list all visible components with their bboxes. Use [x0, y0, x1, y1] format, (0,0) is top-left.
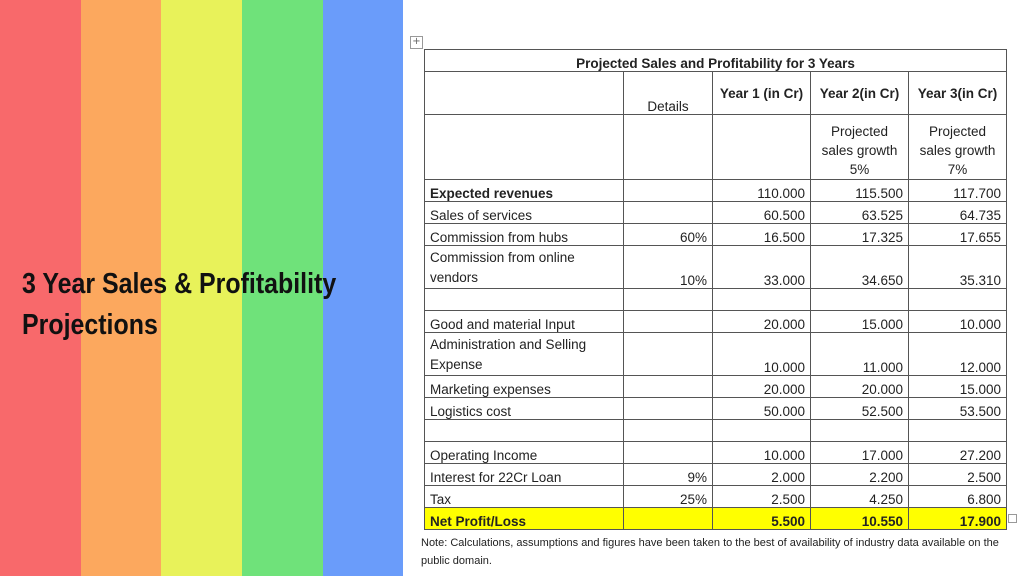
table-row: Commission from online vendors 10% 33.00… [424, 245, 1007, 289]
table-move-handle-icon[interactable]: + [410, 36, 423, 49]
row-year-3: 35.310 [908, 245, 1007, 289]
row-year-2: 17.325 [810, 223, 909, 246]
row-label: Net Profit/Loss [424, 507, 624, 530]
row-year-1: 110.000 [712, 179, 811, 202]
row-year-3: 117.700 [908, 179, 1007, 202]
table-row: Administration and Selling Expense 10.00… [424, 332, 1007, 376]
row-year-1: 33.000 [712, 245, 811, 289]
row-label: Interest for 22Cr Loan [424, 463, 624, 486]
row-details [623, 179, 713, 202]
table-title: Projected Sales and Profitability for 3 … [424, 49, 1007, 72]
row-details [623, 441, 713, 464]
row-year-2: 2.200 [810, 463, 909, 486]
growth-year-3: Projected sales growth 7% [908, 114, 1007, 180]
stripe-green [242, 0, 323, 576]
row-label: Expected revenues [424, 179, 624, 202]
stripe-blue [323, 0, 403, 576]
row-year-2: 34.650 [810, 245, 909, 289]
table-row: Interest for 22Cr Loan 9% 2.000 2.200 2.… [424, 463, 1007, 486]
footnote: Note: Calculations, assumptions and figu… [421, 537, 999, 567]
header-year-3: Year 3(in Cr) [908, 71, 1007, 115]
row-year-3: 6.800 [908, 485, 1007, 508]
row-year-2: 17.000 [810, 441, 909, 464]
slide-title: 3 Year Sales & Profitability Projections [22, 264, 349, 346]
row-year-2: 11.000 [810, 332, 909, 376]
row-year-1: 10.000 [712, 332, 811, 376]
row-year-3: 10.000 [908, 310, 1007, 333]
row-year-1: 10.000 [712, 441, 811, 464]
growth-details-cell [623, 114, 713, 180]
row-label: Tax [424, 485, 624, 508]
row-year-3: 27.200 [908, 441, 1007, 464]
header-label-cell [424, 71, 624, 115]
row-year-3: 12.000 [908, 332, 1007, 376]
row-year-1: 16.500 [712, 223, 811, 246]
row-label: Good and material Input [424, 310, 624, 333]
table-row-blank [424, 419, 1007, 442]
row-year-1: 2.500 [712, 485, 811, 508]
row-details: 9% [623, 463, 713, 486]
row-label: Commission from online vendors [424, 245, 624, 289]
row-label: Logistics cost [424, 397, 624, 420]
row-year-1: 20.000 [712, 310, 811, 333]
header-year-2: Year 2(in Cr) [810, 71, 909, 115]
row-details: 10% [623, 245, 713, 289]
header-details: Details [623, 71, 713, 115]
row-year-1: 2.000 [712, 463, 811, 486]
table-row: Commission from hubs 60% 16.500 17.325 1… [424, 223, 1007, 246]
row-year-2: 15.000 [810, 310, 909, 333]
growth-label-cell [424, 114, 624, 180]
row-year-2: 10.550 [810, 507, 909, 530]
row-details [623, 332, 713, 376]
growth-year-2: Projected sales growth 5% [810, 114, 909, 180]
table-row: Marketing expenses 20.000 20.000 15.000 [424, 375, 1007, 398]
table-row: Sales of services 60.500 63.525 64.735 [424, 201, 1007, 224]
slide-title-line-2: Projections [22, 309, 158, 341]
table-row-blank [424, 288, 1007, 311]
row-year-3: 53.500 [908, 397, 1007, 420]
row-label: Commission from hubs [424, 223, 624, 246]
table-row: Operating Income 10.000 17.000 27.200 [424, 441, 1007, 464]
row-year-2: 4.250 [810, 485, 909, 508]
row-label: Administration and Selling Expense [424, 332, 624, 376]
table-row: Good and material Input 20.000 15.000 10… [424, 310, 1007, 333]
row-details [623, 310, 713, 333]
row-year-3: 17.655 [908, 223, 1007, 246]
row-year-3: 17.900 [908, 507, 1007, 530]
header-year-1: Year 1 (in Cr) [712, 71, 811, 115]
stripe-orange [81, 0, 161, 576]
row-year-2: 52.500 [810, 397, 909, 420]
row-year-2: 63.525 [810, 201, 909, 224]
row-year-1: 20.000 [712, 375, 811, 398]
row-year-2: 115.500 [810, 179, 909, 202]
row-year-1: 5.500 [712, 507, 811, 530]
row-details [623, 375, 713, 398]
table-row: Expected revenues 110.000 115.500 117.70… [424, 179, 1007, 202]
row-year-1: 50.000 [712, 397, 811, 420]
row-details [623, 201, 713, 224]
row-label: Marketing expenses [424, 375, 624, 398]
projection-table: Projected Sales and Profitability for 3 … [424, 49, 1007, 530]
row-year-3: 15.000 [908, 375, 1007, 398]
stripe-yellow [161, 0, 242, 576]
row-details [623, 507, 713, 530]
net-profit-row: Net Profit/Loss 5.500 10.550 17.900 [424, 507, 1007, 530]
table-row: Tax 25% 2.500 4.250 6.800 [424, 485, 1007, 508]
row-year-3: 2.500 [908, 463, 1007, 486]
stripe-red [0, 0, 81, 576]
row-year-2: 20.000 [810, 375, 909, 398]
row-details: 25% [623, 485, 713, 508]
row-label: Sales of services [424, 201, 624, 224]
table-resize-handle-icon[interactable] [1008, 514, 1017, 523]
row-year-1: 60.500 [712, 201, 811, 224]
slide-title-line-1: 3 Year Sales & Profitability [22, 268, 337, 300]
row-year-3: 64.735 [908, 201, 1007, 224]
table-row: Logistics cost 50.000 52.500 53.500 [424, 397, 1007, 420]
row-label: Operating Income [424, 441, 624, 464]
growth-year-1 [712, 114, 811, 180]
row-details [623, 397, 713, 420]
row-details: 60% [623, 223, 713, 246]
